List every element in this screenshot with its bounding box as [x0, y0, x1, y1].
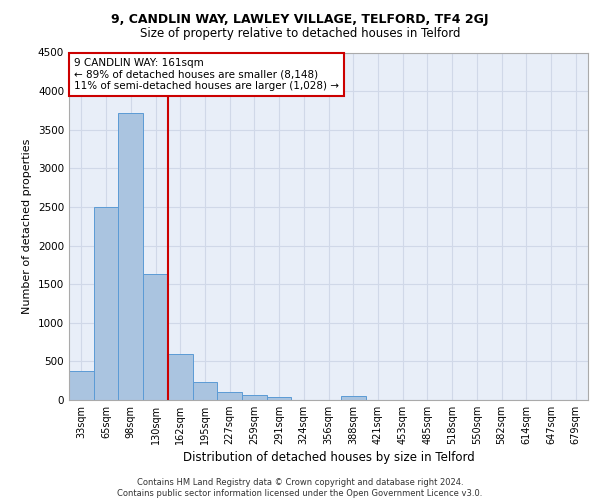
- Bar: [267, 398, 292, 400]
- Text: 9 CANDLIN WAY: 161sqm
← 89% of detached houses are smaller (8,148)
11% of semi-d: 9 CANDLIN WAY: 161sqm ← 89% of detached …: [74, 58, 339, 91]
- Bar: [341, 396, 365, 400]
- Bar: [118, 112, 143, 400]
- Bar: [193, 382, 217, 400]
- Bar: [217, 392, 242, 400]
- Bar: [168, 354, 193, 400]
- Bar: [242, 396, 267, 400]
- Bar: [143, 274, 168, 400]
- Text: Contains HM Land Registry data © Crown copyright and database right 2024.
Contai: Contains HM Land Registry data © Crown c…: [118, 478, 482, 498]
- Bar: [69, 372, 94, 400]
- Bar: [94, 207, 118, 400]
- Text: 9, CANDLIN WAY, LAWLEY VILLAGE, TELFORD, TF4 2GJ: 9, CANDLIN WAY, LAWLEY VILLAGE, TELFORD,…: [111, 12, 489, 26]
- Text: Size of property relative to detached houses in Telford: Size of property relative to detached ho…: [140, 28, 460, 40]
- X-axis label: Distribution of detached houses by size in Telford: Distribution of detached houses by size …: [182, 452, 475, 464]
- Y-axis label: Number of detached properties: Number of detached properties: [22, 138, 32, 314]
